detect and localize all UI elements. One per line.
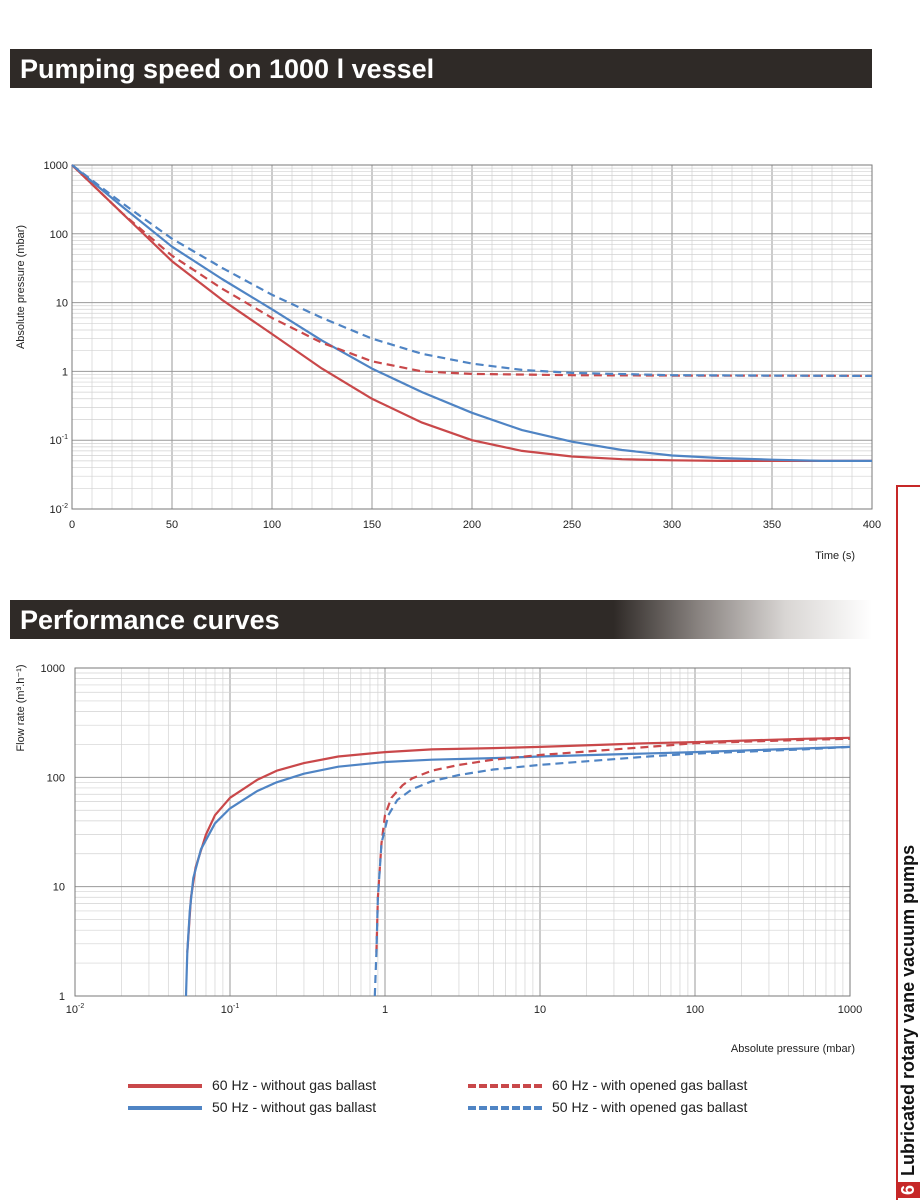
series-line-4 [71, 164, 873, 377]
y-tick-label-base: 10 [50, 435, 62, 447]
x-tick-label: 150 [363, 519, 381, 531]
y-tick-label: 1 [59, 991, 65, 1003]
series-line-2 [71, 164, 872, 462]
x-tick-label: 50 [166, 519, 178, 531]
x-tick-label: 100 [686, 1004, 704, 1016]
series-line-2 [184, 745, 851, 997]
y-tick-label: 100 [50, 229, 68, 241]
x-tick-label: 350 [763, 519, 781, 531]
series-line-3 [375, 737, 851, 953]
pumping-speed-banner: Pumping speed on 1000 l vessel [10, 49, 872, 88]
pumping-speed-title: Pumping speed on 1000 l vessel [20, 54, 435, 84]
x-tick-label-exp: -1 [233, 1003, 239, 1010]
x-tick-label: 400 [863, 519, 881, 531]
y-tick-label: 100 [47, 772, 65, 784]
section-title: Lubricated rotary vane vacuum pumps [898, 844, 918, 1176]
legend-line-50hz-dashed [468, 1106, 542, 1110]
y-axis-label: Flow rate (m³.h⁻¹) [15, 664, 27, 751]
y-tick-label-exp: -1 [62, 434, 68, 441]
pumping-speed-chart: 0 50 100 150 200 250 300 350 40010-210-111010010… [15, 160, 881, 562]
x-tick-label: 250 [563, 519, 581, 531]
y-tick-label: 10 [56, 298, 68, 310]
legend-line-60hz-solid [128, 1084, 202, 1088]
x-tick-label-base: 100 [686, 1004, 704, 1016]
x-tick-label-base: 10 [66, 1004, 78, 1016]
x-axis-label: Time (s) [815, 550, 855, 562]
y-tick-label-base: 10 [50, 504, 62, 516]
x-axis-label: Absolute pressure (mbar) [731, 1043, 855, 1055]
x-tick-label: 100 [263, 519, 281, 531]
legend-line-50hz-solid [128, 1106, 202, 1110]
y-tick-label-base: 1000 [44, 160, 68, 172]
x-tick-label: 0 [69, 519, 75, 531]
legend-label-50hz-dashed: 50 Hz - with opened gas ballast [552, 1099, 748, 1115]
y-tick-label: 10-2 [50, 503, 69, 516]
series-line-1 [71, 164, 872, 462]
x-tick-label-base: 1000 [838, 1004, 862, 1016]
section-number: 6 [896, 1181, 920, 1198]
y-axis-label: Absolute pressure (mbar) [15, 225, 27, 349]
x-tick-label: 10 [534, 1004, 546, 1016]
y-tick-label-base: 1 [62, 366, 68, 378]
y-tick-label-base: 10 [56, 298, 68, 310]
x-tick-label: 1000 [838, 1004, 862, 1016]
x-tick-label-base: 1 [382, 1004, 388, 1016]
series-line-1 [186, 736, 851, 953]
section-sidebar [896, 485, 920, 1200]
performance-curves-title: Performance curves [20, 605, 280, 635]
y-tick-label: 10 [53, 882, 65, 894]
y-tick-label: 1000 [41, 663, 65, 675]
x-tick-label-exp: -2 [78, 1003, 84, 1010]
x-tick-label-base: 10 [534, 1004, 546, 1016]
x-tick-label: 1 [382, 1004, 388, 1016]
section-title-vertical: 6 Lubricated rotary vane vacuum pumps [896, 845, 920, 1200]
legend: 60 Hz - without gas ballast 50 Hz - with… [0, 1074, 880, 1134]
legend-label-60hz-solid: 60 Hz - without gas ballast [212, 1077, 377, 1093]
legend-line-60hz-dashed [468, 1084, 542, 1088]
x-tick-label: 10-1 [221, 1003, 240, 1016]
y-tick-label: 1 [62, 366, 68, 378]
legend-label-60hz-dashed: 60 Hz - with opened gas ballast [552, 1077, 748, 1093]
series-line-4 [373, 745, 851, 997]
y-tick-label: 1000 [44, 160, 68, 172]
x-tick-label: 10-2 [66, 1003, 85, 1016]
x-tick-label-base: 10 [221, 1004, 233, 1016]
x-tick-label: 200 [463, 519, 481, 531]
x-tick-label: 300 [663, 519, 681, 531]
plot-frame [74, 667, 851, 997]
y-tick-label: 10-1 [50, 434, 69, 447]
legend-label-50hz-solid: 50 Hz - without gas ballast [212, 1099, 377, 1115]
performance-curves-banner: Performance curves [10, 600, 872, 639]
y-tick-label-exp: -2 [62, 503, 68, 510]
y-tick-label-base: 100 [50, 229, 68, 241]
plot-frame [71, 164, 873, 510]
